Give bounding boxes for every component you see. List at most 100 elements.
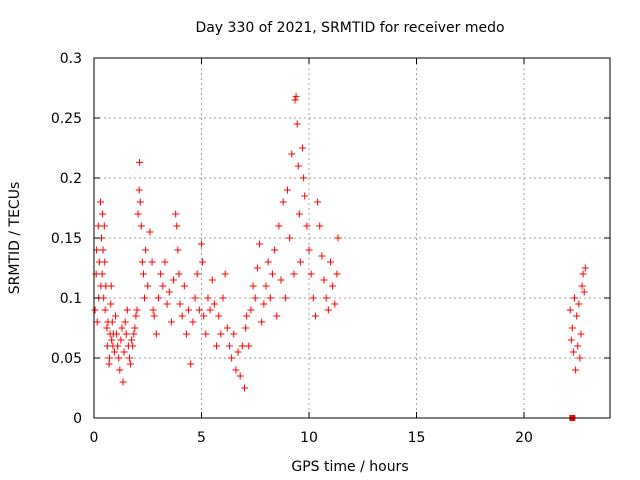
data-point — [200, 312, 208, 320]
data-point — [150, 312, 158, 320]
data-point — [115, 354, 123, 362]
data-point — [148, 258, 156, 266]
data-point — [245, 342, 253, 350]
data-point — [324, 306, 332, 314]
data-point — [187, 360, 195, 368]
data-point — [284, 186, 291, 194]
data-point — [182, 330, 190, 338]
data-point — [238, 342, 246, 350]
y-axis-label: SRMTID / TECUs — [7, 182, 23, 295]
axis-ticks — [93, 57, 610, 419]
data-point — [100, 222, 108, 230]
data-point — [103, 324, 111, 332]
data-point — [293, 120, 301, 128]
data-point — [125, 354, 133, 362]
data-point — [294, 162, 302, 170]
data-point — [241, 384, 248, 392]
data-point — [113, 330, 121, 338]
data-point — [305, 246, 313, 254]
data-point — [119, 378, 127, 386]
data-point — [101, 258, 109, 266]
data-point — [170, 276, 178, 284]
data-point — [96, 198, 104, 206]
data-point — [567, 336, 575, 344]
data-point — [296, 258, 304, 266]
data-point — [266, 294, 274, 302]
data-point — [572, 366, 580, 374]
data-point — [135, 186, 143, 194]
x-tick-label: 10 — [300, 430, 318, 446]
data-point — [575, 300, 583, 308]
data-point — [576, 354, 584, 362]
data-point — [230, 330, 238, 338]
data-point — [314, 198, 322, 206]
tick-labels: 0 5 10 15 20 0 0.05 0.1 0.15 0.2 0.25 0.3 — [51, 51, 533, 446]
data-point — [105, 354, 113, 362]
data-point — [228, 354, 236, 362]
data-point — [327, 258, 334, 266]
data-point — [94, 222, 102, 230]
data-point — [234, 348, 242, 356]
x-tick-label: 15 — [408, 430, 426, 446]
data-point — [99, 210, 107, 218]
data-point — [301, 192, 309, 200]
data-point — [236, 372, 244, 380]
data-point — [264, 258, 272, 266]
data-point — [320, 276, 328, 284]
data-point — [180, 282, 188, 290]
data-point — [204, 294, 212, 302]
data-point — [273, 312, 281, 320]
data-point — [132, 312, 140, 320]
data-point — [243, 312, 251, 320]
data-point — [292, 92, 300, 100]
data-point — [165, 288, 173, 296]
data-point — [116, 366, 124, 374]
data-point — [149, 306, 157, 314]
data-point — [139, 270, 147, 278]
x-tick-label: 0 — [90, 430, 99, 446]
data-point — [316, 222, 324, 230]
data-point — [191, 294, 199, 302]
chart-title: Day 330 of 2021, SRMTID for receiver med… — [195, 20, 504, 36]
y-tick-label: 0.05 — [51, 351, 82, 367]
data-point — [251, 294, 259, 302]
y-tick-label: 0.1 — [60, 291, 82, 307]
data-point — [295, 210, 303, 218]
data-point — [247, 306, 255, 314]
data-point — [311, 312, 319, 320]
data-point — [129, 342, 137, 350]
data-point — [223, 324, 231, 332]
data-point — [120, 348, 128, 356]
data-point — [275, 222, 283, 230]
data-point — [286, 234, 294, 242]
data-point — [202, 330, 210, 338]
data-point — [173, 222, 181, 230]
data-point — [142, 246, 150, 254]
x-tick-label: 5 — [197, 430, 206, 446]
data-point — [107, 282, 115, 290]
data-point — [99, 246, 107, 254]
data-point — [219, 294, 227, 302]
data-point — [155, 294, 162, 302]
data-point — [334, 234, 342, 242]
data-point — [128, 336, 136, 344]
data-point — [174, 246, 182, 254]
data-point — [307, 270, 315, 278]
data-point — [300, 174, 308, 182]
data-point — [152, 330, 160, 338]
data-point — [215, 312, 223, 320]
y-tick-label: 0.2 — [60, 171, 82, 187]
data-point — [122, 330, 130, 338]
data-point — [303, 222, 311, 230]
data-point — [577, 330, 585, 338]
data-point — [208, 276, 216, 284]
data-point — [290, 270, 298, 278]
data-point — [333, 270, 341, 278]
data-point — [574, 342, 582, 350]
data-point — [258, 318, 266, 326]
data-point — [100, 294, 108, 302]
data-point — [242, 324, 250, 332]
data-point — [136, 198, 144, 206]
data-point — [198, 240, 205, 248]
